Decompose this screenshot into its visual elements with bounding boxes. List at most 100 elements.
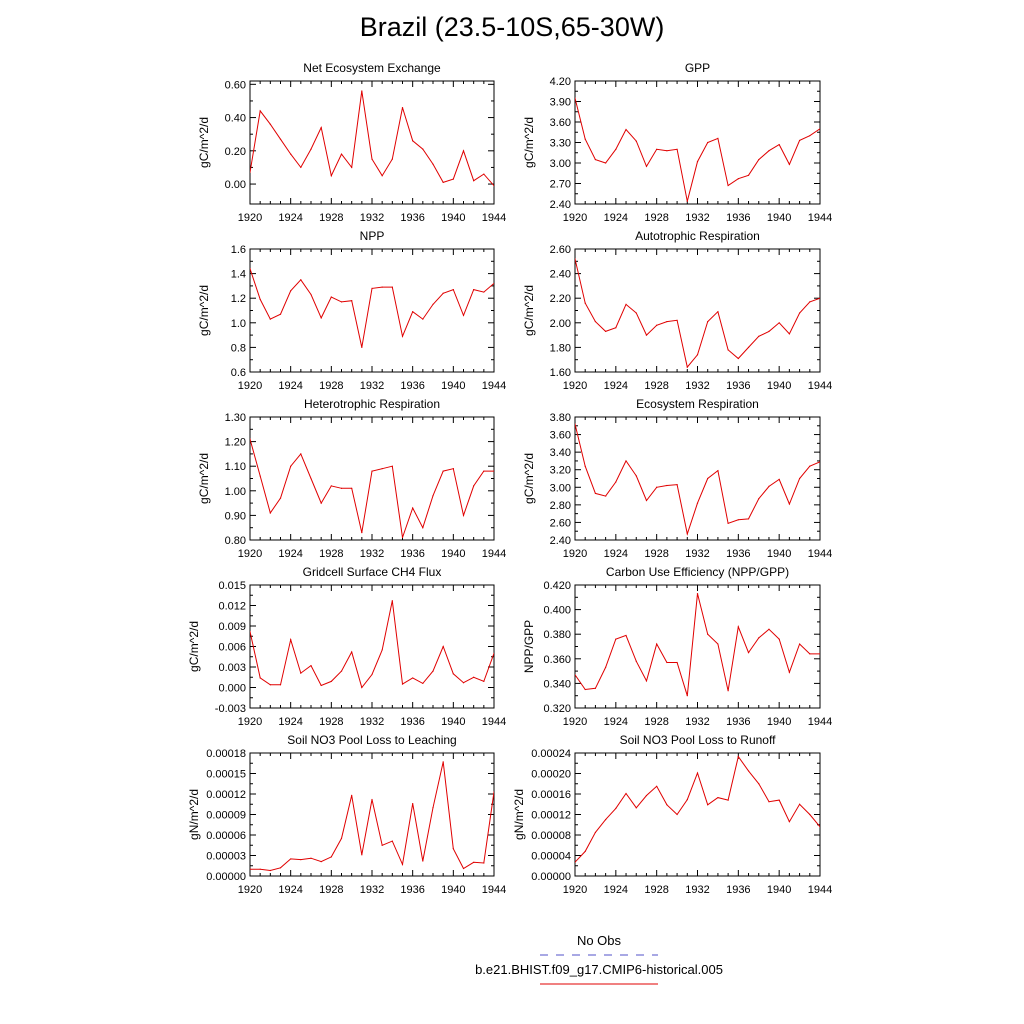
data-point	[758, 158, 760, 161]
x-tick-label: 1940	[767, 548, 791, 560]
data-point	[645, 680, 648, 682]
data-point	[442, 181, 444, 183]
data-point	[768, 485, 770, 488]
data-point	[625, 634, 627, 637]
data-point	[768, 801, 770, 803]
data-point	[493, 791, 494, 793]
data-point	[391, 158, 393, 160]
y-tick-label: 0.009	[218, 621, 246, 633]
y-tick-label: 0.400	[543, 605, 571, 617]
data-point	[707, 633, 709, 635]
data-point	[320, 684, 322, 687]
data-point	[452, 468, 454, 470]
y-tick-label: 0.003	[218, 662, 246, 674]
data-point	[330, 856, 332, 858]
data-point	[483, 173, 485, 175]
y-axis-title: NPP/GPP	[522, 620, 536, 673]
data-point	[462, 682, 465, 684]
data-point	[432, 670, 434, 672]
data-point	[330, 175, 332, 177]
x-tick-label: 1932	[685, 212, 709, 224]
y-tick-label: 1.80	[550, 342, 571, 354]
x-tick-label: 1924	[604, 380, 628, 392]
data-point	[635, 807, 637, 809]
data-point	[320, 861, 322, 863]
data-point	[371, 287, 373, 289]
x-tick-label: 1932	[685, 548, 709, 560]
y-tick-label: 0.00003	[206, 851, 246, 863]
data-point	[493, 282, 494, 285]
data-point	[615, 481, 617, 483]
data-point	[351, 487, 353, 489]
data-point	[696, 161, 699, 163]
x-tick-label: 1932	[360, 884, 384, 896]
data-point	[717, 643, 719, 645]
y-tick-label: 2.20	[550, 293, 571, 305]
data-point	[635, 140, 637, 142]
data-point	[615, 638, 617, 640]
y-tick-label: 2.70	[550, 179, 571, 191]
y-tick-label: 2.40	[550, 199, 571, 211]
panel-title: Ecosystem Respiration	[636, 397, 759, 411]
data-point	[656, 486, 658, 488]
data-point	[575, 423, 576, 425]
series-line	[250, 761, 494, 872]
x-tick-label: 1944	[482, 716, 506, 728]
data-point	[798, 139, 801, 142]
y-tick-label: 1.10	[225, 461, 246, 473]
x-tick-label: 1924	[278, 716, 302, 728]
y-tick-label: 0.00016	[531, 789, 571, 801]
y-tick-label: 3.60	[550, 430, 571, 442]
x-tick-label: 1932	[685, 380, 709, 392]
data-point	[422, 318, 424, 320]
y-tick-label: 0.000	[218, 683, 246, 695]
x-tick-label: 1920	[563, 716, 587, 728]
data-point	[401, 536, 404, 539]
y-tick-label: 0.00004	[531, 851, 571, 863]
data-point	[778, 322, 780, 324]
data-point	[737, 519, 739, 521]
series-line	[575, 258, 820, 369]
data-point	[310, 477, 312, 480]
data-point	[645, 794, 648, 797]
data-point	[768, 330, 770, 333]
plot-frame	[249, 80, 495, 205]
y-axis-title: gC/m^2/d	[522, 117, 536, 168]
data-point	[259, 475, 261, 477]
data-point	[666, 484, 668, 487]
data-point	[290, 465, 292, 467]
y-tick-label: 0.00006	[206, 830, 246, 842]
data-point	[452, 848, 454, 850]
data-point	[381, 468, 383, 470]
data-point	[696, 354, 699, 356]
x-tick-label: 1920	[238, 548, 262, 560]
data-point	[381, 175, 383, 177]
data-point	[686, 366, 688, 368]
data-point	[656, 324, 658, 326]
data-point	[809, 813, 811, 816]
panel-6: 1920 1924 1928 1932 1936 1940 1944 2.40 2.60 2.80…	[522, 397, 832, 560]
data-point	[473, 180, 475, 182]
panel-2: 1920 1924 1928 1932 1936 1940 1944 2.40 2.70 3.00…	[522, 61, 832, 224]
y-tick-label: 2.40	[550, 269, 571, 281]
data-point	[462, 867, 465, 870]
data-point	[727, 349, 729, 351]
data-point	[686, 200, 688, 202]
data-point	[452, 288, 454, 291]
data-point	[819, 128, 820, 130]
y-tick-label: 1.60	[550, 367, 571, 379]
data-point	[809, 135, 811, 137]
data-point	[737, 357, 739, 360]
x-tick-label: 1920	[563, 212, 587, 224]
x-tick-label: 1928	[319, 380, 343, 392]
x-tick-label: 1944	[808, 548, 832, 560]
data-point	[452, 673, 454, 675]
data-point	[473, 485, 475, 487]
x-tick-label: 1924	[604, 884, 628, 896]
x-tick-label: 1940	[441, 212, 465, 224]
data-point	[676, 484, 678, 486]
data-point	[442, 470, 444, 472]
data-point	[625, 128, 627, 131]
y-tick-label: 0.006	[218, 642, 246, 654]
data-point	[361, 686, 363, 689]
